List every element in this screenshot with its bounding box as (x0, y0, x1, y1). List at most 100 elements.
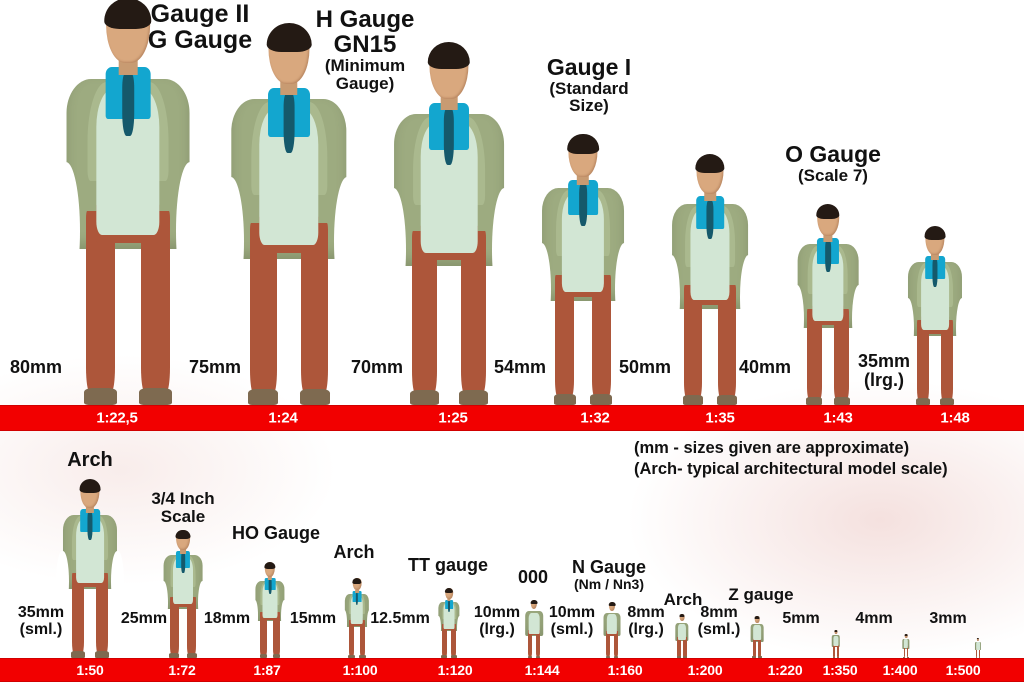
shoe-right (299, 389, 331, 405)
hair (567, 133, 599, 155)
hair (530, 599, 538, 605)
necktie (283, 94, 295, 154)
shoe-right (186, 652, 197, 658)
hair (904, 633, 908, 636)
necktie (825, 241, 831, 273)
trouser-leg-left (916, 319, 930, 400)
arm-gap-left (901, 298, 914, 359)
heading-n-gauge: N Gauge (Nm / Nn3) (572, 558, 646, 591)
hair (444, 587, 454, 594)
trouser-leg-left (975, 648, 978, 658)
shoe-left (677, 656, 681, 658)
necktie (355, 592, 359, 605)
hair (104, 0, 152, 30)
heading-line-1: Gauge I (546, 54, 632, 80)
vest (677, 623, 687, 640)
trouser-leg-left (348, 619, 355, 656)
heading-ho-gauge: HO Gauge (232, 524, 320, 543)
size-label-35mm: 35mm (lrg.) (858, 352, 910, 390)
head (754, 616, 760, 623)
shoe-right (939, 397, 955, 405)
heading-gauge-i: Gauge I (Standard Size) (546, 54, 632, 115)
heading-three-quarter-inch-scale: 3/4 Inch Scale (151, 490, 214, 525)
neck (704, 191, 716, 201)
hair (924, 226, 946, 240)
shoe-left (903, 657, 906, 658)
trouser-leg-right (906, 646, 909, 658)
size-value: 54mm (493, 357, 547, 377)
trouser-leg-right (613, 631, 618, 657)
size-value: 18mm (203, 610, 251, 627)
shoe-right (272, 653, 281, 658)
necktie (932, 259, 938, 287)
trouser-leg-right (187, 596, 197, 655)
size-label-3mm: 3mm (929, 610, 966, 628)
figure-1-160 (599, 601, 625, 658)
arm-gap-right (198, 581, 208, 625)
scale-tick-1-87: 1:87 (253, 662, 281, 678)
heading-line-2: G Gauge (147, 25, 253, 54)
trouser-leg-right (591, 275, 611, 397)
necktie (122, 73, 134, 137)
shoe-right (716, 394, 738, 405)
neck (267, 575, 273, 580)
heading-arch-1-100: Arch (333, 543, 374, 562)
head (904, 634, 908, 638)
heading-h-gauge-gn15: H Gauge GN15 (Minimum Gauge) (315, 6, 415, 92)
shoe-right (758, 656, 762, 658)
trouser-leg-right (535, 630, 540, 657)
neck (576, 173, 590, 185)
figure-1-350 (830, 629, 843, 658)
scale-tick-1-200: 1:200 (687, 662, 723, 678)
trouser-leg-right (718, 285, 736, 398)
heading-line-1: Gauge II (150, 0, 250, 28)
shoe-left (169, 652, 180, 658)
shoe-right (978, 657, 981, 658)
arm-gap-right (176, 162, 205, 300)
shoe-right (613, 655, 619, 658)
trouser-leg-left (441, 624, 447, 656)
heading-line-1: HO Gauge (231, 523, 321, 543)
figure-1-24 (202, 23, 377, 405)
scale-tick-1-22-5: 1:22,5 (96, 409, 138, 427)
shoe-left (975, 657, 978, 658)
shoe-right (836, 656, 840, 658)
scale-tick-1-25: 1:25 (438, 409, 468, 427)
shoe-right (94, 650, 110, 658)
scale-tick-1-72: 1:72 (168, 662, 196, 678)
heading-gauge-ii-g-gauge: Gauge II G Gauge (147, 0, 253, 54)
size-value: 8mm (627, 604, 665, 621)
vest (172, 558, 193, 605)
scale-tick-1-220: 1:220 (767, 662, 803, 678)
shoe-right (450, 655, 457, 658)
shoe-left (409, 389, 439, 405)
shoe-left (70, 650, 86, 658)
arm-gap-right (366, 610, 373, 638)
size-label-10mm: 10mm (lrg.) (474, 604, 520, 639)
trouser-leg-right (451, 624, 457, 656)
necktie (706, 200, 714, 240)
shoe-right (459, 389, 489, 405)
head (679, 614, 685, 621)
head (445, 588, 453, 599)
size-label-80mm: 80mm (10, 358, 62, 377)
arm-gap-left (341, 610, 348, 638)
trouser-leg-left (833, 644, 836, 658)
chart-notes: (mm - sizes given are approximate) (Arch… (634, 438, 948, 480)
size-value: 10mm (548, 604, 596, 621)
size-label-4mm: 4mm (855, 610, 892, 628)
head (264, 562, 276, 577)
size-value: 8mm (700, 604, 738, 621)
figure-1-35 (653, 154, 768, 405)
trouser-leg-right (683, 636, 687, 657)
heading-line-1: H Gauge (315, 6, 415, 33)
arm-gap-left (380, 187, 406, 311)
heading-line-1: N Gauge (571, 557, 647, 577)
hair (976, 637, 980, 640)
size-label-70mm: 70mm (351, 358, 403, 377)
trouser-leg-right (978, 648, 981, 658)
heading-line-2: Scale (160, 506, 206, 526)
note-arch: (Arch- typical architectural model scale… (634, 460, 948, 479)
scale-tick-1-350: 1:350 (822, 662, 858, 678)
heading-line-1: 000 (517, 567, 549, 587)
